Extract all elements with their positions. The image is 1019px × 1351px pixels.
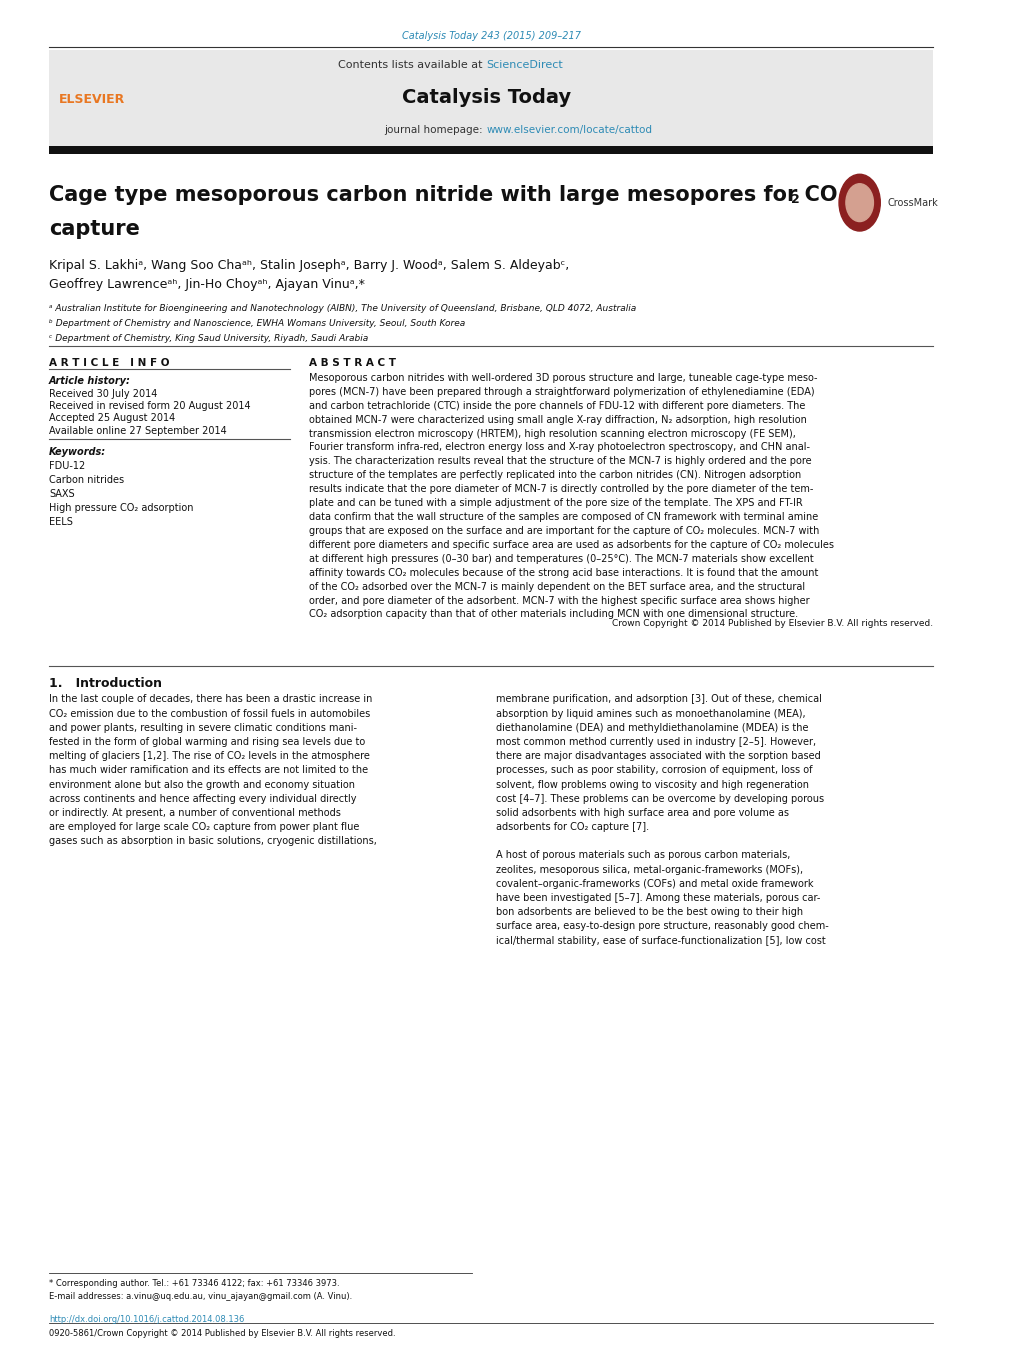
Text: High pressure CO₂ adsorption: High pressure CO₂ adsorption [49,503,194,513]
Text: Cage type mesoporous carbon nitride with large mesopores for CO: Cage type mesoporous carbon nitride with… [49,185,837,205]
Text: gases such as absorption in basic solutions, cryogenic distillations,: gases such as absorption in basic soluti… [49,836,377,846]
Text: bon adsorbents are believed to be the best owing to their high: bon adsorbents are believed to be the be… [495,908,803,917]
Text: Keywords:: Keywords: [49,447,106,457]
Text: ᵃ Australian Institute for Bioengineering and Nanotechnology (AIBN), The Univers: ᵃ Australian Institute for Bioengineerin… [49,304,636,313]
Text: of the CO₂ adsorbed over the MCN-7 is mainly dependent on the BET surface area, : of the CO₂ adsorbed over the MCN-7 is ma… [309,581,805,592]
Text: http://dx.doi.org/10.1016/j.cattod.2014.08.136: http://dx.doi.org/10.1016/j.cattod.2014.… [49,1315,245,1324]
FancyBboxPatch shape [49,50,932,146]
Text: CO₂ emission due to the combustion of fossil fuels in automobiles: CO₂ emission due to the combustion of fo… [49,708,370,719]
Text: solid adsorbents with high surface area and pore volume as: solid adsorbents with high surface area … [495,808,789,817]
Text: Article history:: Article history: [49,376,130,385]
Text: SAXS: SAXS [49,489,74,499]
Text: and power plants, resulting in severe climatic conditions mani-: and power plants, resulting in severe cl… [49,723,357,732]
Text: Carbon nitrides: Carbon nitrides [49,474,124,485]
Text: 2: 2 [790,193,799,207]
Text: environment alone but also the growth and economy situation: environment alone but also the growth an… [49,780,355,789]
Text: A host of porous materials such as porous carbon materials,: A host of porous materials such as porou… [495,851,790,861]
Text: * Corresponding author. Tel.: +61 73346 4122; fax: +61 73346 3973.: * Corresponding author. Tel.: +61 73346 … [49,1279,339,1289]
Text: journal homepage:: journal homepage: [384,124,486,135]
Text: 1.   Introduction: 1. Introduction [49,677,162,690]
Text: www.elsevier.com/locate/cattod: www.elsevier.com/locate/cattod [486,124,652,135]
Text: obtained MCN-7 were characterized using small angle X-ray diffraction, N₂ adsorp: obtained MCN-7 were characterized using … [309,415,807,424]
Text: data confirm that the wall structure of the samples are composed of CN framework: data confirm that the wall structure of … [309,512,818,521]
Text: Mesoporous carbon nitrides with well-ordered 3D porous structure and large, tune: Mesoporous carbon nitrides with well-ord… [309,373,817,382]
Text: A B S T R A C T: A B S T R A C T [309,358,396,367]
Text: transmission electron microscopy (HRTEM), high resolution scanning electron micr: transmission electron microscopy (HRTEM)… [309,428,796,439]
Text: adsorbents for CO₂ capture [7].: adsorbents for CO₂ capture [7]. [495,823,649,832]
Text: melting of glaciers [1,2]. The rise of CO₂ levels in the atmosphere: melting of glaciers [1,2]. The rise of C… [49,751,370,761]
Text: FDU-12: FDU-12 [49,461,86,470]
Text: most common method currently used in industry [2–5]. However,: most common method currently used in ind… [495,738,815,747]
Text: or indirectly. At present, a number of conventional methods: or indirectly. At present, a number of c… [49,808,340,817]
Text: Accepted 25 August 2014: Accepted 25 August 2014 [49,413,175,423]
Text: order, and pore diameter of the adsorbent. MCN-7 with the highest specific surfa: order, and pore diameter of the adsorben… [309,596,809,605]
Text: surface area, easy-to-design pore structure, reasonably good chem-: surface area, easy-to-design pore struct… [495,921,828,931]
FancyBboxPatch shape [49,146,932,154]
Text: structure of the templates are perfectly replicated into the carbon nitrides (CN: structure of the templates are perfectly… [309,470,801,481]
Text: CO₂ adsorption capacity than that of other materials including MCN with one dime: CO₂ adsorption capacity than that of oth… [309,609,798,620]
Text: absorption by liquid amines such as monoethanolamine (MEA),: absorption by liquid amines such as mono… [495,708,805,719]
Text: cost [4–7]. These problems can be overcome by developing porous: cost [4–7]. These problems can be overco… [495,794,823,804]
Text: results indicate that the pore diameter of MCN-7 is directly controlled by the p: results indicate that the pore diameter … [309,484,813,494]
Text: has much wider ramification and its effects are not limited to the: has much wider ramification and its effe… [49,766,368,775]
Circle shape [839,174,879,231]
Text: across continents and hence affecting every individual directly: across continents and hence affecting ev… [49,794,357,804]
Text: pores (MCN-7) have been prepared through a straightforward polymerization of eth: pores (MCN-7) have been prepared through… [309,386,814,397]
Text: different pore diameters and specific surface area are used as adsorbents for th: different pore diameters and specific su… [309,540,834,550]
Text: solvent, flow problems owing to viscosity and high regeneration: solvent, flow problems owing to viscosit… [495,780,808,789]
Text: ysis. The characterization results reveal that the structure of the MCN-7 is hig: ysis. The characterization results revea… [309,457,811,466]
Text: membrane purification, and adsorption [3]. Out of these, chemical: membrane purification, and adsorption [3… [495,694,821,704]
Text: Catalysis Today 243 (2015) 209–217: Catalysis Today 243 (2015) 209–217 [401,31,580,41]
Text: ELSEVIER: ELSEVIER [59,93,125,107]
Text: ical/thermal stability, ease of surface-functionalization [5], low cost: ical/thermal stability, ease of surface-… [495,936,825,946]
Text: ᵇ Department of Chemistry and Nanoscience, EWHA Womans University, Seoul, South : ᵇ Department of Chemistry and Nanoscienc… [49,319,465,328]
Text: In the last couple of decades, there has been a drastic increase in: In the last couple of decades, there has… [49,694,372,704]
Text: covalent–organic-frameworks (COFs) and metal oxide framework: covalent–organic-frameworks (COFs) and m… [495,880,813,889]
Text: Geoffrey Lawrenceᵃʰ, Jin-Ho Choyᵃʰ, Ajayan Vinuᵃ,*: Geoffrey Lawrenceᵃʰ, Jin-Ho Choyᵃʰ, Ajay… [49,278,365,292]
Text: capture: capture [49,219,140,239]
Text: Contents lists available at: Contents lists available at [338,59,486,70]
Text: groups that are exposed on the surface and are important for the capture of CO₂ : groups that are exposed on the surface a… [309,526,819,536]
Text: Available online 27 September 2014: Available online 27 September 2014 [49,426,226,435]
Text: Kripal S. Lakhiᵃ, Wang Soo Chaᵃʰ, Stalin Josephᵃ, Barry J. Woodᵃ, Salem S. Aldey: Kripal S. Lakhiᵃ, Wang Soo Chaᵃʰ, Stalin… [49,259,569,273]
Circle shape [845,184,872,222]
Text: Received 30 July 2014: Received 30 July 2014 [49,389,157,399]
Text: diethanolamine (DEA) and methyldiethanolamine (MDEA) is the: diethanolamine (DEA) and methyldiethanol… [495,723,808,732]
Text: fested in the form of global warming and rising sea levels due to: fested in the form of global warming and… [49,738,365,747]
Text: Catalysis Today: Catalysis Today [401,88,571,107]
Text: Received in revised form 20 August 2014: Received in revised form 20 August 2014 [49,401,251,411]
Text: E-mail addresses: a.vinu@uq.edu.au, vinu_ajayan@gmail.com (A. Vinu).: E-mail addresses: a.vinu@uq.edu.au, vinu… [49,1292,352,1301]
Text: there are major disadvantages associated with the sorption based: there are major disadvantages associated… [495,751,820,761]
Text: have been investigated [5–7]. Among these materials, porous car-: have been investigated [5–7]. Among thes… [495,893,819,902]
Text: at different high pressures (0–30 bar) and temperatures (0–25°C). The MCN-7 mate: at different high pressures (0–30 bar) a… [309,554,813,563]
Text: plate and can be tuned with a simple adjustment of the pore size of the template: plate and can be tuned with a simple adj… [309,499,802,508]
Text: EELS: EELS [49,517,73,527]
Text: processes, such as poor stability, corrosion of equipment, loss of: processes, such as poor stability, corro… [495,766,812,775]
Text: affinity towards CO₂ molecules because of the strong acid base interactions. It : affinity towards CO₂ molecules because o… [309,567,818,578]
Text: 0920-5861/Crown Copyright © 2014 Published by Elsevier B.V. All rights reserved.: 0920-5861/Crown Copyright © 2014 Publish… [49,1329,395,1339]
Text: Fourier transform infra-red, electron energy loss and X-ray photoelectron spectr: Fourier transform infra-red, electron en… [309,442,810,453]
Text: are employed for large scale CO₂ capture from power plant flue: are employed for large scale CO₂ capture… [49,823,359,832]
Text: ᶜ Department of Chemistry, King Saud University, Riyadh, Saudi Arabia: ᶜ Department of Chemistry, King Saud Uni… [49,334,368,343]
Text: CrossMark: CrossMark [887,197,937,208]
Text: and carbon tetrachloride (CTC) inside the pore channels of FDU-12 with different: and carbon tetrachloride (CTC) inside th… [309,401,805,411]
Text: Crown Copyright © 2014 Published by Elsevier B.V. All rights reserved.: Crown Copyright © 2014 Published by Else… [611,619,932,628]
Text: ScienceDirect: ScienceDirect [486,59,562,70]
Text: zeolites, mesoporous silica, metal-organic-frameworks (MOFs),: zeolites, mesoporous silica, metal-organ… [495,865,803,874]
Text: A R T I C L E   I N F O: A R T I C L E I N F O [49,358,169,367]
